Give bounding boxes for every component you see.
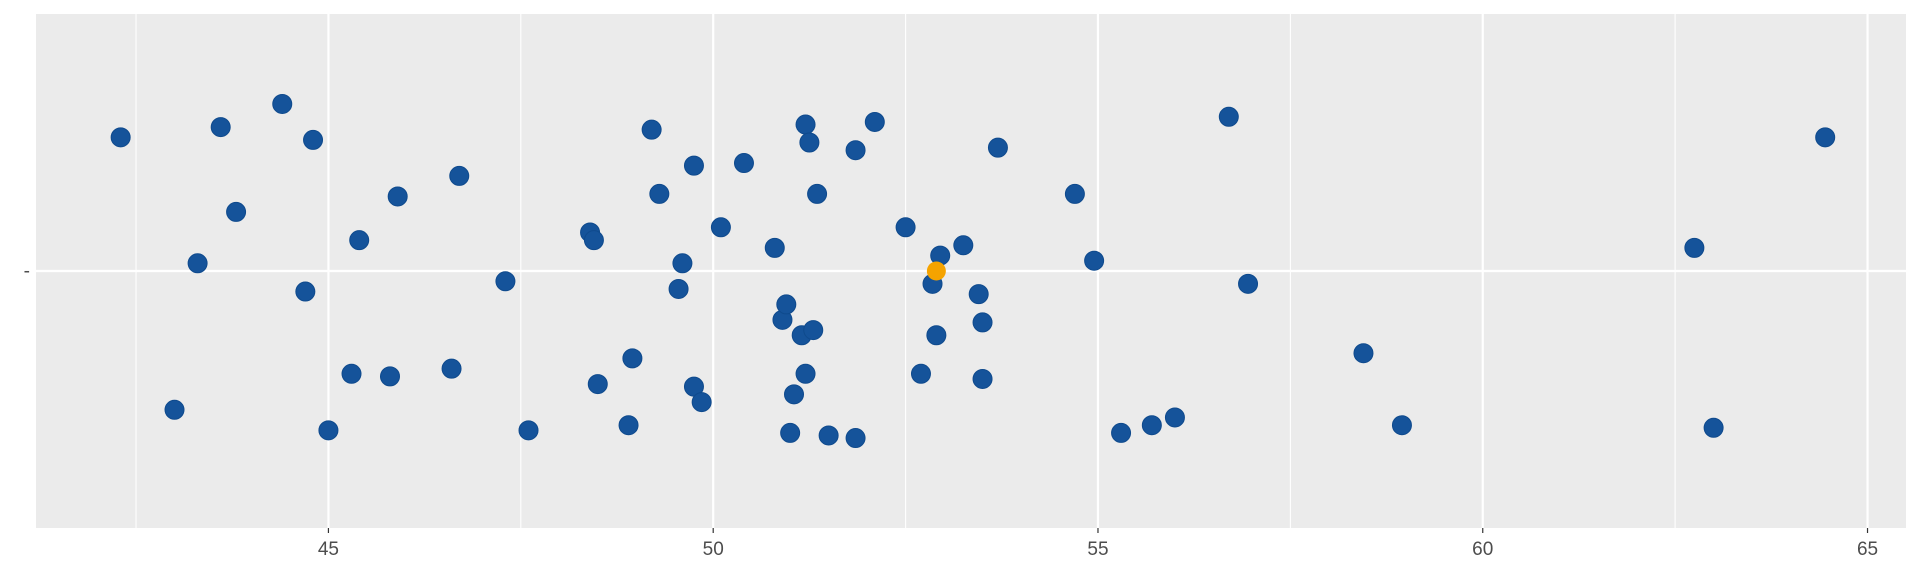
data-point <box>272 93 293 114</box>
data-point <box>295 281 316 302</box>
data-point <box>1218 106 1239 127</box>
data-point <box>807 183 828 204</box>
data-point <box>845 428 866 449</box>
y-tick-label: - <box>24 261 30 282</box>
x-tick-label: 50 <box>703 539 724 560</box>
data-point <box>518 420 539 441</box>
data-point <box>987 137 1008 158</box>
data-point <box>776 294 797 315</box>
data-point <box>379 366 400 387</box>
data-point <box>1111 422 1132 443</box>
data-point <box>1353 343 1374 364</box>
data-point <box>187 253 208 274</box>
data-point <box>1703 417 1724 438</box>
data-point <box>668 278 689 299</box>
data-point <box>583 230 604 251</box>
data-point <box>795 114 816 135</box>
data-point <box>818 425 839 446</box>
data-point <box>587 374 608 395</box>
data-point <box>303 129 324 150</box>
data-point <box>1815 127 1836 148</box>
data-point <box>387 186 408 207</box>
data-points <box>110 93 1836 449</box>
data-point <box>968 284 989 305</box>
data-point <box>683 155 704 176</box>
data-point <box>164 399 185 420</box>
data-point <box>495 271 516 292</box>
data-point <box>784 384 805 405</box>
data-point <box>780 422 801 443</box>
highlighted-point <box>926 261 946 281</box>
data-point <box>1238 273 1259 294</box>
x-axis: 45 50 55 60 65 <box>318 528 1878 560</box>
data-point <box>349 230 370 251</box>
data-point <box>1084 250 1105 271</box>
data-point <box>953 235 974 256</box>
data-point <box>449 165 470 186</box>
data-point <box>441 358 462 379</box>
data-point <box>1684 237 1705 258</box>
data-point <box>799 132 820 153</box>
data-point <box>691 392 712 413</box>
data-point <box>210 117 231 138</box>
data-point <box>803 320 824 341</box>
data-point <box>341 363 362 384</box>
data-point <box>1164 407 1185 428</box>
data-point <box>710 217 731 238</box>
data-point <box>733 153 754 174</box>
data-point <box>649 183 670 204</box>
x-tick-label: 45 <box>318 539 339 560</box>
data-point <box>864 111 885 132</box>
data-point <box>895 217 916 238</box>
data-point <box>845 140 866 161</box>
data-point <box>672 253 693 274</box>
data-point <box>318 420 339 441</box>
data-point <box>972 368 993 389</box>
x-tick-label: 55 <box>1087 539 1108 560</box>
data-point <box>926 325 947 346</box>
data-point <box>1141 415 1162 436</box>
data-point <box>618 415 639 436</box>
data-point <box>1391 415 1412 436</box>
y-axis: - <box>24 261 30 282</box>
data-point <box>1064 183 1085 204</box>
x-tick-label: 65 <box>1857 539 1878 560</box>
major-gridlines <box>36 14 1906 528</box>
x-tick-label: 60 <box>1472 539 1493 560</box>
data-point <box>972 312 993 333</box>
data-point <box>226 201 247 222</box>
data-point <box>764 237 785 258</box>
data-point <box>795 363 816 384</box>
data-point <box>622 348 643 369</box>
data-point <box>910 363 931 384</box>
data-point <box>641 119 662 140</box>
data-point <box>110 127 131 148</box>
highlighted-points <box>926 261 946 281</box>
